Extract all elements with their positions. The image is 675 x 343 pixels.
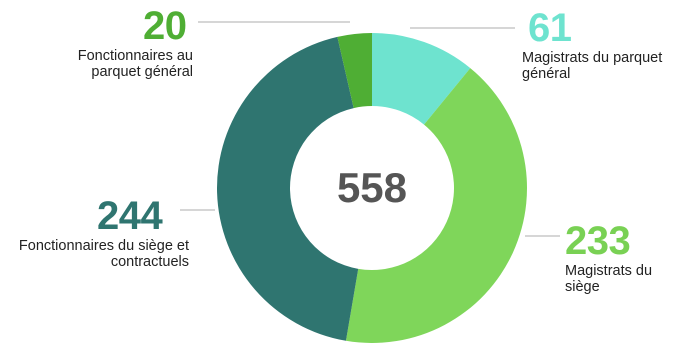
callout-magistrats-parquet: 61 Magistrats du parquet général (522, 8, 672, 82)
callout-magistrats-siege: 233 Magistrats du siège (565, 221, 670, 295)
leader-lines (180, 21, 560, 237)
center-total: 558 (337, 164, 407, 211)
slice-magistrats-siege (345, 68, 527, 343)
slice-value-fonctionnaires-parquet: 20 (143, 4, 187, 48)
slice-value-magistrats-siege: 233 (565, 219, 631, 263)
callout-fonctionnaires-parquet: 20 Fonctionnaires au parquet général (35, 6, 193, 80)
callout-fonctionnaires-siege: 244 Fonctionnaires du siège et contractu… (14, 196, 189, 270)
donut-slices (217, 33, 527, 343)
slice-magistrats-parquet (372, 33, 471, 125)
slice-value-magistrats-parquet: 61 (528, 6, 572, 50)
slice-label-fonctionnaires-parquet: Fonctionnaires au parquet général (77, 48, 193, 80)
slice-label-magistrats-parquet: Magistrats du parquet général (522, 50, 663, 82)
slice-label-magistrats-siege: Magistrats du siège (565, 263, 653, 295)
slice-fonctionnaires-parquet (337, 33, 372, 109)
slice-value-fonctionnaires-siege: 244 (97, 194, 163, 238)
slice-fonctionnaires-siege (217, 36, 359, 341)
slice-label-fonctionnaires-siege: Fonctionnaires du siège et contractuels (18, 238, 189, 270)
